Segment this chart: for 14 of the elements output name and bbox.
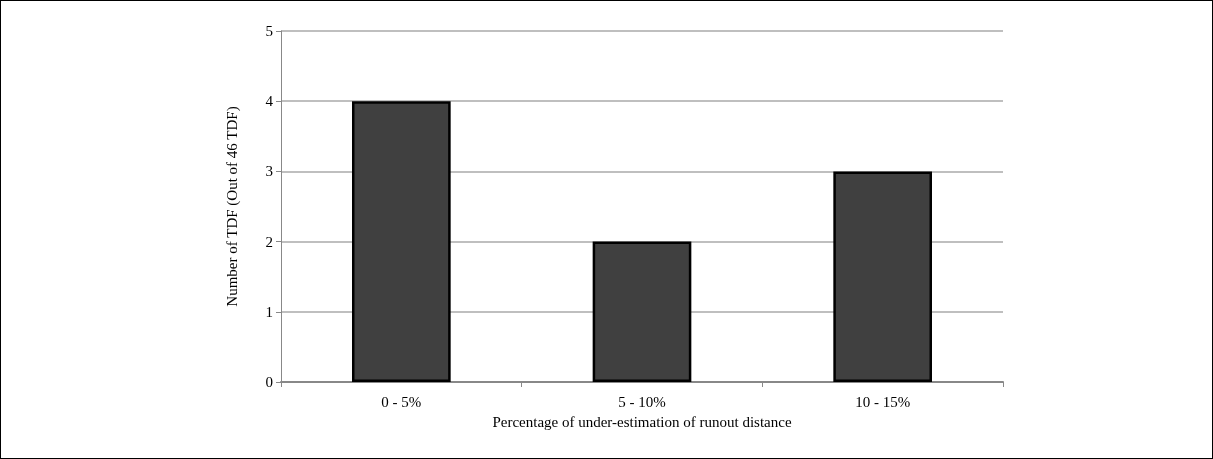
- x-tick-label: 10 - 15%: [855, 393, 911, 410]
- x-axis-title: Percentage of under-estimation of runout distance: [492, 413, 792, 430]
- y-tick-label: 0: [265, 374, 273, 390]
- y-tick-label: 2: [265, 233, 273, 250]
- y-tick-label: 3: [265, 163, 273, 180]
- x-tick-label: 0 - 5%: [381, 393, 422, 410]
- y-axis-title: Number of TDF (Out of 46 TDF): [223, 106, 241, 307]
- y-tick-label: 1: [265, 303, 273, 320]
- y-tick-label: 5: [265, 23, 273, 39]
- bar: [592, 241, 692, 382]
- y-tick-label: 4: [265, 93, 274, 110]
- bar: [833, 171, 932, 382]
- x-tick-label: 5 - 10%: [618, 393, 666, 410]
- bar: [352, 101, 451, 382]
